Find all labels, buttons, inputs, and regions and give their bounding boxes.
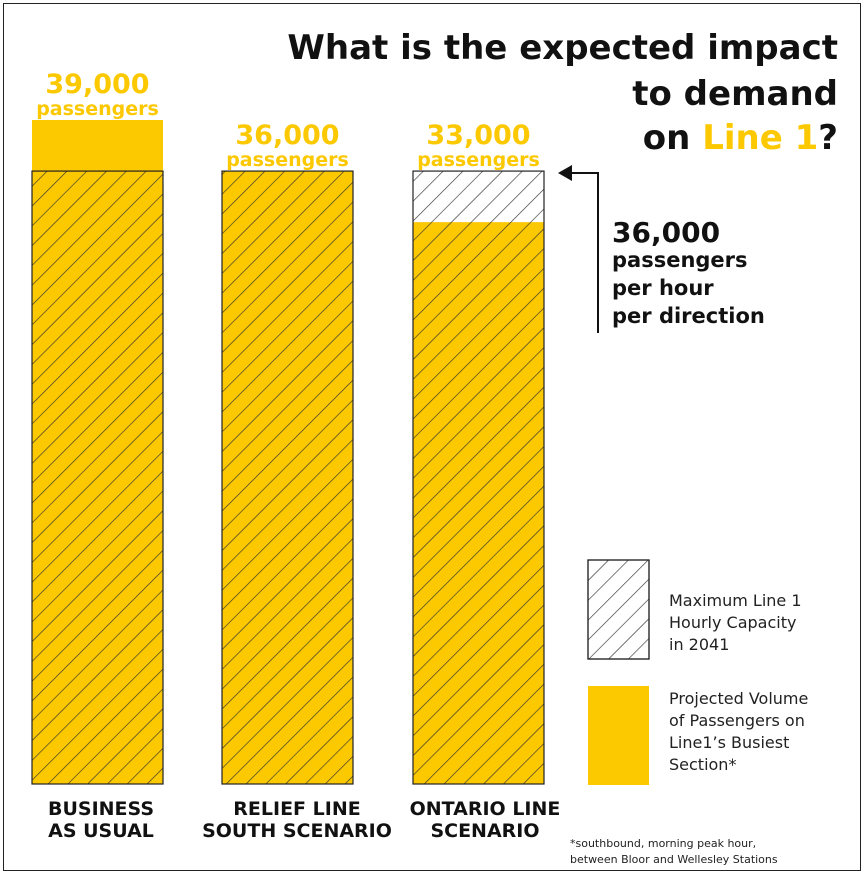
footnote-line-2: between Bloor and Wellesley Stations — [570, 853, 778, 866]
legend-capacity-swatch-hatch — [587, 559, 650, 660]
legend-volume-label: Projected Volume of Passengers on Line1’… — [669, 688, 808, 776]
bar-capacity-hatch-2 — [412, 170, 545, 785]
bar-capacity-hatch-0 — [31, 170, 164, 785]
title-line-3: on Line 1? — [643, 118, 838, 158]
footnote: *southbound, morning peak hour, between … — [570, 836, 778, 868]
footnote-line-1: *southbound, morning peak hour, — [570, 837, 757, 850]
legend-capacity-line-2: Hourly Capacity — [669, 613, 797, 632]
capacity-annotation-value: 36,000 — [612, 216, 721, 249]
capacity-annotation-line-2: per hour — [612, 276, 714, 300]
title-accent-line-1: Line 1 — [702, 118, 819, 158]
capacity-arrow-head — [558, 165, 572, 181]
capacity-arrow-line — [570, 172, 599, 333]
legend-volume-line-1: Projected Volume — [669, 689, 809, 708]
title-line-2: to demand — [632, 74, 838, 114]
bar-unit-label-2: passengers — [417, 149, 540, 171]
category-label-1-line-2: SOUTH SCENARIO — [202, 820, 392, 842]
bar-value-label-0: 39,000 — [45, 69, 149, 100]
title-prefix: on — [642, 118, 703, 158]
bar-capacity-hatch-1 — [221, 170, 354, 785]
legend-volume-swatch — [588, 686, 649, 785]
category-label-2: ONTARIO LINE SCENARIO — [396, 798, 574, 842]
legend-capacity-line-1: Maximum Line 1 — [669, 591, 802, 610]
bar-unit-label-1: passengers — [226, 149, 349, 171]
legend-volume-line-2: of Passengers on — [669, 711, 805, 730]
category-label-1: RELIEF LINE SOUTH SCENARIO — [202, 798, 392, 842]
capacity-annotation-line-1: passengers — [612, 248, 748, 272]
category-label-1-line-1: RELIEF LINE — [233, 798, 361, 820]
category-label-2-line-1: ONTARIO LINE — [409, 798, 561, 820]
legend-volume-line-3: Line1’s Busiest — [669, 733, 790, 752]
category-label-0: BUSINESS AS USUAL — [36, 798, 166, 842]
bar-value-label-1: 36,000 — [235, 120, 339, 151]
category-label-0-line-1: BUSINESS — [47, 798, 155, 820]
capacity-annotation-line-3: per direction — [612, 304, 765, 328]
chart-marks: passengers39,000passengers36,000passenge… — [31, 69, 545, 785]
bar-unit-label-0: passengers — [36, 98, 159, 120]
category-label-0-line-2: AS USUAL — [48, 820, 154, 842]
legend-volume-line-4: Section* — [669, 755, 737, 774]
capacity-arrow — [558, 165, 599, 333]
bar-value-label-2: 33,000 — [426, 120, 530, 151]
legend-capacity-label: Maximum Line 1 Hourly Capacity in 2041 — [669, 590, 802, 656]
title-line-1: What is the expected impact — [287, 28, 838, 68]
title-suffix: ? — [818, 118, 838, 158]
category-label-2-line-2: SCENARIO — [430, 820, 540, 842]
legend-capacity-line-3: in 2041 — [669, 635, 730, 654]
